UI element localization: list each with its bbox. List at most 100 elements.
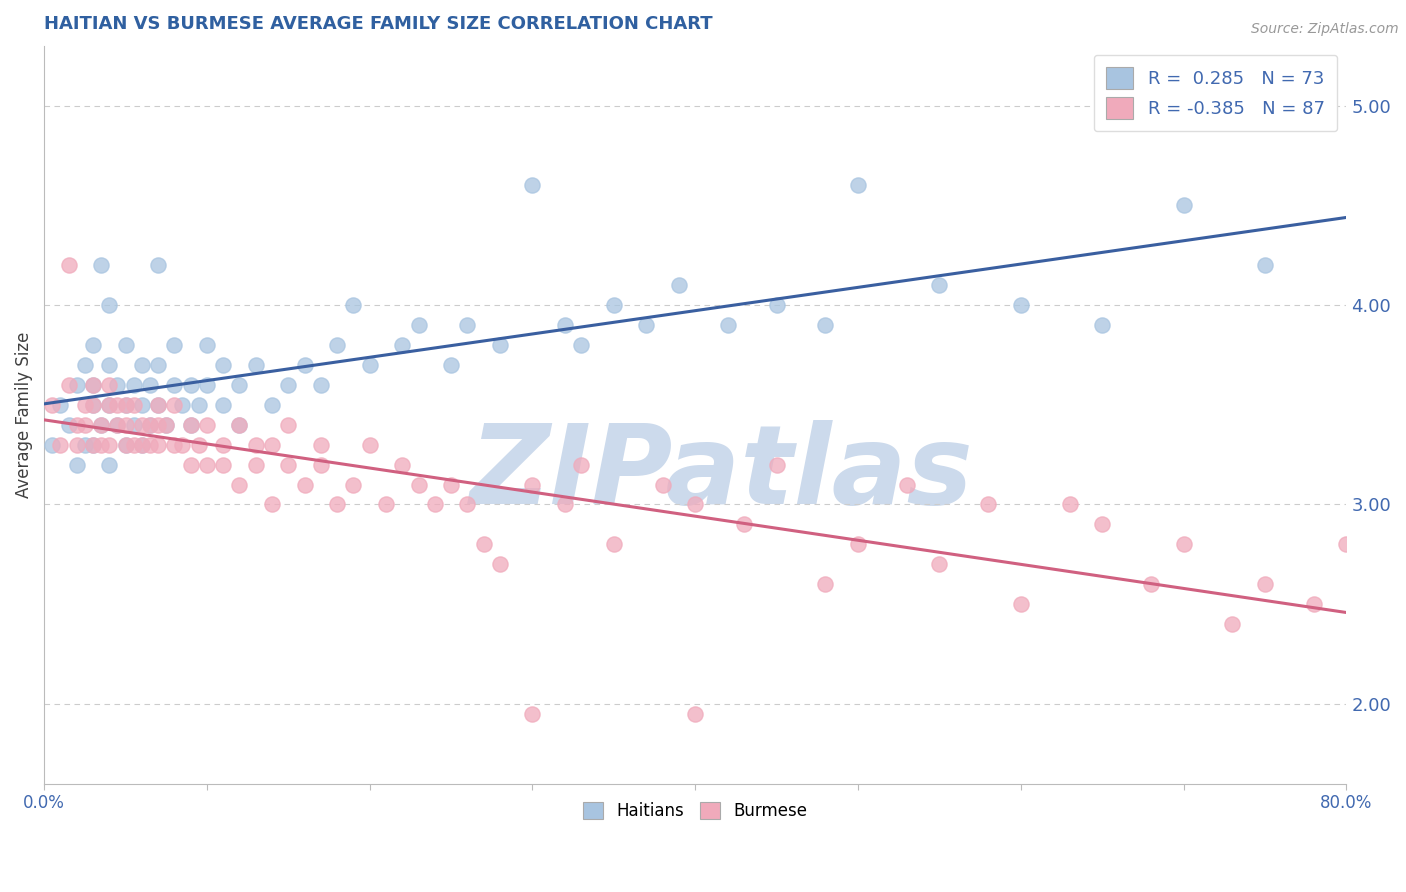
Point <box>1010 597 1032 611</box>
Point <box>683 706 706 721</box>
Point <box>58 377 80 392</box>
Point <box>146 437 169 451</box>
Point <box>66 437 89 451</box>
Point <box>489 338 512 352</box>
Point <box>195 417 218 432</box>
Point <box>146 398 169 412</box>
Point <box>139 417 162 432</box>
Point <box>260 498 283 512</box>
Point <box>294 358 316 372</box>
Point <box>260 437 283 451</box>
Point <box>245 437 267 451</box>
Point <box>114 417 136 432</box>
Point <box>977 498 1000 512</box>
Point <box>195 377 218 392</box>
Point <box>163 338 186 352</box>
Point <box>733 517 755 532</box>
Point <box>212 398 235 412</box>
Point <box>98 437 121 451</box>
Point <box>163 398 186 412</box>
Point <box>489 558 512 572</box>
Point <box>846 178 869 193</box>
Point <box>187 398 209 412</box>
Point <box>82 437 104 451</box>
Point <box>49 398 72 412</box>
Point <box>66 458 89 472</box>
Point <box>139 437 162 451</box>
Point <box>814 318 837 332</box>
Point <box>82 437 104 451</box>
Point <box>440 477 463 491</box>
Point <box>73 358 96 372</box>
Point <box>146 417 169 432</box>
Point <box>1173 198 1195 212</box>
Point <box>1222 617 1244 632</box>
Point <box>522 178 544 193</box>
Point <box>114 338 136 352</box>
Text: Source: ZipAtlas.com: Source: ZipAtlas.com <box>1251 22 1399 37</box>
Point <box>717 318 740 332</box>
Y-axis label: Average Family Size: Average Family Size <box>15 332 32 498</box>
Point <box>41 437 63 451</box>
Point <box>326 338 349 352</box>
Point <box>814 577 837 591</box>
Point <box>603 298 626 312</box>
Point <box>105 377 128 392</box>
Point <box>131 398 153 412</box>
Point <box>456 498 478 512</box>
Point <box>245 458 267 472</box>
Point <box>651 477 673 491</box>
Point <box>172 437 194 451</box>
Point <box>163 437 186 451</box>
Point <box>98 358 121 372</box>
Point <box>1173 537 1195 551</box>
Point <box>90 417 112 432</box>
Point <box>163 377 186 392</box>
Point <box>569 458 592 472</box>
Point <box>342 298 364 312</box>
Point <box>212 458 235 472</box>
Point <box>1059 498 1081 512</box>
Point <box>90 417 112 432</box>
Point <box>522 706 544 721</box>
Point <box>472 537 495 551</box>
Point <box>98 398 121 412</box>
Point <box>228 377 250 392</box>
Point <box>122 437 145 451</box>
Point <box>66 417 89 432</box>
Point <box>114 398 136 412</box>
Point <box>277 377 299 392</box>
Point <box>180 417 202 432</box>
Point <box>139 377 162 392</box>
Point <box>1091 517 1114 532</box>
Point <box>98 298 121 312</box>
Point <box>554 498 576 512</box>
Point <box>114 398 136 412</box>
Point <box>228 417 250 432</box>
Point <box>277 417 299 432</box>
Point <box>359 437 381 451</box>
Point <box>73 417 96 432</box>
Point <box>105 417 128 432</box>
Point <box>73 398 96 412</box>
Point <box>105 417 128 432</box>
Point <box>195 338 218 352</box>
Point <box>82 398 104 412</box>
Point <box>212 437 235 451</box>
Point <box>294 477 316 491</box>
Point <box>155 417 177 432</box>
Point <box>569 338 592 352</box>
Point <box>391 458 413 472</box>
Point <box>1302 597 1324 611</box>
Point <box>375 498 398 512</box>
Point <box>408 318 430 332</box>
Point <box>277 458 299 472</box>
Point <box>82 377 104 392</box>
Point <box>636 318 658 332</box>
Point <box>49 437 72 451</box>
Point <box>928 558 950 572</box>
Point <box>359 358 381 372</box>
Point <box>58 417 80 432</box>
Point <box>326 498 349 512</box>
Point <box>180 458 202 472</box>
